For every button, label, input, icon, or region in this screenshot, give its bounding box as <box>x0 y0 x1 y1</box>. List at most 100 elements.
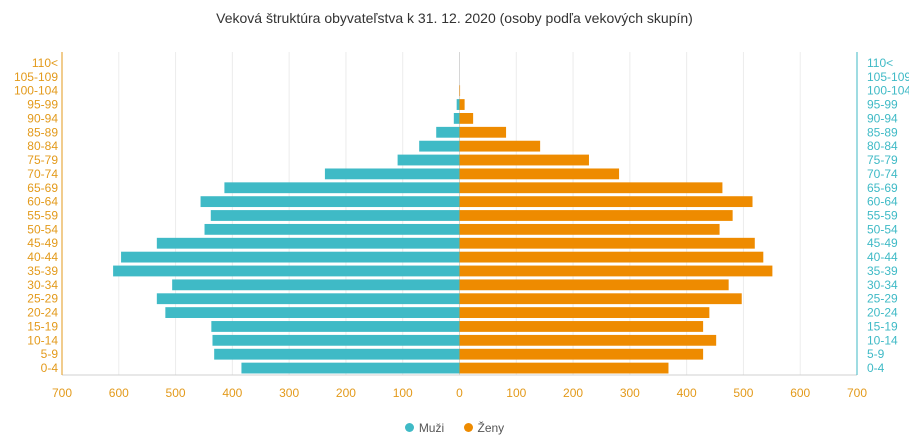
y-tick-label-left: 55-59 <box>27 209 58 223</box>
y-tick-label-left: 10-14 <box>27 333 58 347</box>
bar-zeny <box>459 154 589 166</box>
bar-muzi <box>214 348 460 360</box>
y-tick-label-right: 70-74 <box>867 167 898 181</box>
y-tick-label-right: 5-9 <box>867 347 885 361</box>
y-tick-label-left: 105-109 <box>14 70 58 84</box>
y-tick-label-right: 25-29 <box>867 292 898 306</box>
y-tick-label-left: 90-94 <box>27 111 58 125</box>
bar-zeny <box>459 210 733 221</box>
x-tick-label: 700 <box>847 386 867 400</box>
y-tick-label-left: 20-24 <box>27 306 58 320</box>
bar-zeny <box>459 99 465 110</box>
bar-zeny <box>459 182 723 194</box>
bar-zeny <box>459 140 541 152</box>
x-tick-label: 700 <box>52 386 72 400</box>
bar-muzi <box>165 307 460 318</box>
y-tick-label-left: 75-79 <box>27 153 58 167</box>
bar-zeny <box>459 113 474 124</box>
y-tick-label-left: 65-69 <box>27 181 58 195</box>
legend-item-muzi[interactable]: Muži <box>404 420 445 435</box>
y-tick-label-left: 5-9 <box>41 347 59 361</box>
x-tick-label: 500 <box>733 386 753 400</box>
legend-item-zeny[interactable]: Ženy <box>463 420 505 435</box>
x-tick-label: 100 <box>393 386 413 400</box>
y-tick-label-right: 15-19 <box>867 319 898 333</box>
bar-muzi <box>419 140 460 152</box>
bar-muzi <box>211 321 460 332</box>
y-tick-label-right: 35-39 <box>867 264 898 278</box>
y-tick-label-right: 90-94 <box>867 111 898 125</box>
bar-muzi <box>324 168 460 180</box>
y-tick-label-right: 65-69 <box>867 181 898 195</box>
x-tick-label: 300 <box>279 386 299 400</box>
y-tick-label-left: 45-49 <box>27 236 58 250</box>
y-tick-label-right: 40-44 <box>867 250 898 264</box>
y-tick-label-left: 35-39 <box>27 264 58 278</box>
legend-dot-zeny <box>463 423 473 433</box>
bar-zeny <box>459 265 773 277</box>
legend-label-muzi: Muži <box>418 420 445 435</box>
bar-muzi <box>397 154 460 166</box>
y-tick-label-right: 10-14 <box>867 333 898 347</box>
bar-muzi <box>224 182 460 194</box>
y-tick-label-left: 25-29 <box>27 292 58 306</box>
y-tick-label-left: 95-99 <box>27 98 58 112</box>
y-tick-label-left: 85-89 <box>27 125 58 139</box>
bar-zeny <box>459 307 710 318</box>
bar-muzi <box>456 99 460 110</box>
x-tick-label: 400 <box>677 386 697 400</box>
bar-zeny <box>459 237 755 249</box>
bar-zeny <box>459 168 620 180</box>
bar-muzi <box>453 113 460 124</box>
x-tick-label: 600 <box>109 386 129 400</box>
bar-zeny <box>459 293 742 305</box>
bar-zeny <box>459 126 507 138</box>
bar-muzi <box>436 126 460 138</box>
bar-zeny <box>459 223 720 235</box>
y-tick-label-right: 0-4 <box>867 361 885 375</box>
y-tick-label-left: 80-84 <box>27 139 58 153</box>
bar-muzi <box>241 362 460 374</box>
y-tick-label-left: 70-74 <box>27 167 58 181</box>
y-tick-label-left: 100-104 <box>14 84 58 98</box>
y-tick-label-right: 50-54 <box>867 222 898 236</box>
x-tick-label: 500 <box>166 386 186 400</box>
y-tick-label-left: 0-4 <box>41 361 59 375</box>
y-tick-label-right: 80-84 <box>867 139 898 153</box>
bar-zeny <box>459 334 717 346</box>
y-tick-label-left: 15-19 <box>27 319 58 333</box>
bar-zeny <box>459 321 704 332</box>
y-tick-label-left: 50-54 <box>27 222 58 236</box>
bar-muzi <box>204 223 460 235</box>
y-tick-label-right: 20-24 <box>867 306 898 320</box>
bar-muzi <box>200 196 460 208</box>
x-tick-label: 300 <box>620 386 640 400</box>
y-tick-label-right: 75-79 <box>867 153 898 167</box>
legend: Muži Ženy <box>0 420 909 435</box>
y-tick-label-right: 60-64 <box>867 195 898 209</box>
y-tick-label-right: 45-49 <box>867 236 898 250</box>
y-tick-label-right: 105-109 <box>867 70 909 84</box>
legend-dot-muzi <box>404 423 414 433</box>
y-tick-label-left: 30-34 <box>27 278 58 292</box>
bar-zeny <box>459 196 753 208</box>
bar-zeny <box>459 279 729 291</box>
y-tick-label-left: 40-44 <box>27 250 58 264</box>
bar-muzi <box>113 265 460 277</box>
legend-label-zeny: Ženy <box>477 420 505 435</box>
bar-muzi <box>172 279 460 291</box>
bar-muzi <box>212 334 460 346</box>
y-tick-label-right: 85-89 <box>867 125 898 139</box>
bar-muzi <box>156 237 460 249</box>
x-tick-label: 200 <box>563 386 583 400</box>
y-tick-label-right: 95-99 <box>867 98 898 112</box>
x-tick-label: 400 <box>222 386 242 400</box>
x-tick-label: 100 <box>506 386 526 400</box>
y-tick-label-right: 30-34 <box>867 278 898 292</box>
bar-zeny <box>459 251 764 263</box>
x-tick-label: 0 <box>456 386 463 400</box>
bar-muzi <box>210 210 460 221</box>
bar-muzi <box>121 251 460 263</box>
y-tick-label-right: 100-104 <box>867 84 909 98</box>
